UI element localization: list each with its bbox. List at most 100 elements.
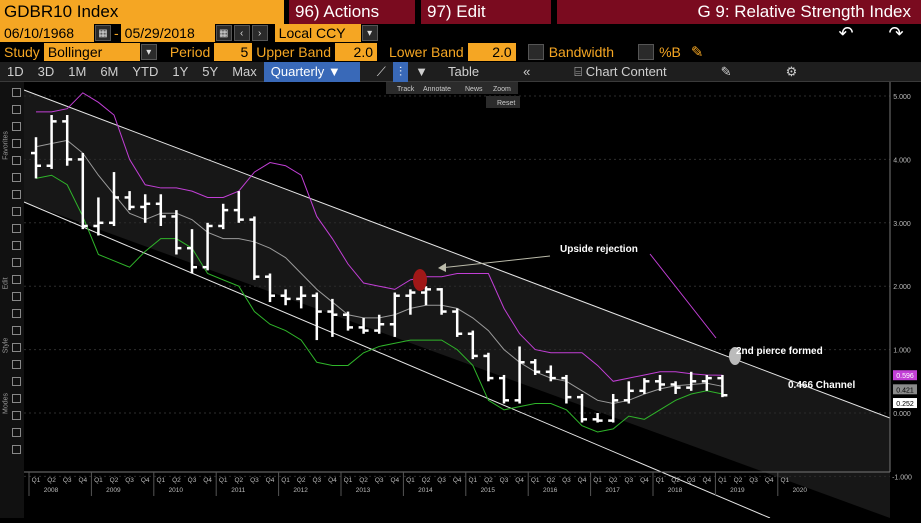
ticker-field[interactable]: GDBR10 Index — [0, 0, 284, 24]
tab-table[interactable]: Table — [447, 63, 480, 79]
tool-icon[interactable] — [12, 88, 21, 97]
price-bar — [514, 346, 525, 404]
price-bar — [561, 374, 572, 404]
x-tick-label: Q1 — [406, 477, 415, 484]
x-tick-label: Q1 — [156, 477, 165, 484]
pencil-icon[interactable]: ✎ — [690, 44, 704, 61]
tool-icon[interactable] — [12, 173, 21, 182]
tool-icon[interactable] — [12, 241, 21, 250]
tool-icon[interactable] — [12, 309, 21, 318]
tool-icon[interactable] — [12, 377, 21, 386]
x-tick-label: Q3 — [687, 477, 696, 484]
side-label: Modes — [2, 393, 10, 415]
tool-icon[interactable] — [12, 428, 21, 437]
tab-6m[interactable]: 6M — [100, 63, 119, 79]
tab-5y[interactable]: 5Y — [202, 63, 219, 79]
x-tick-label: Q1 — [531, 477, 540, 484]
tab-1y[interactable]: 1Y — [172, 63, 189, 79]
mini-toolbar-item: News — [465, 86, 483, 93]
x-tick-label: Q1 — [219, 477, 228, 484]
tool-icon[interactable] — [12, 224, 21, 233]
tool-icon[interactable] — [12, 156, 21, 165]
tool-icon[interactable] — [12, 411, 21, 420]
x-year-label: 2010 — [169, 487, 184, 494]
x-year-label: 2013 — [356, 487, 371, 494]
tool-icon[interactable] — [12, 207, 21, 216]
tool-icon[interactable] — [12, 275, 21, 284]
price-bar — [530, 359, 541, 375]
calendar-icon[interactable]: ▦ — [215, 25, 232, 41]
price-bar — [46, 115, 57, 169]
price-bar — [202, 222, 213, 271]
tab-1m[interactable]: 1M — [68, 63, 87, 79]
line-chart-icon[interactable]: ⟋ — [376, 63, 386, 79]
x-tick-label: Q3 — [500, 477, 509, 484]
x-tick-label: Q2 — [110, 477, 119, 484]
chart-type-dropdown-icon[interactable]: ▼ — [415, 63, 428, 79]
x-tick-label: Q3 — [312, 477, 321, 484]
tab-3d[interactable]: 3D — [37, 63, 55, 79]
side-label: Edit — [2, 277, 10, 290]
undo-icon[interactable]: ↶ — [838, 22, 854, 43]
bar-chart-icon[interactable]: ⫶ — [392, 61, 409, 82]
chart-content-button[interactable]: ⌸ Chart Content — [574, 63, 667, 79]
frequency-select[interactable]: Quarterly ▼ — [263, 61, 360, 82]
chart-area[interactable]: 5.000 4.000 3.000 2.000 1.000 0.000 -1.000 0.59… — [0, 82, 921, 519]
currency-select[interactable]: Local CCY — [274, 24, 361, 42]
lower-band-input[interactable]: 2.0 — [467, 43, 516, 61]
x-tick-label: Q2 — [47, 477, 56, 484]
tool-icon[interactable] — [12, 360, 21, 369]
last-value-badge — [893, 370, 917, 381]
x-tick-label: Q1 — [281, 477, 290, 484]
study-select[interactable]: Bollinger — [43, 43, 140, 61]
tab-1d[interactable]: 1D — [7, 63, 24, 79]
tool-icon[interactable] — [12, 292, 21, 301]
x-tick-label: Q3 — [562, 477, 571, 484]
price-bar — [717, 374, 728, 398]
actions-menu[interactable]: 96) Actions — [289, 0, 415, 24]
x-tick-label: Q2 — [546, 477, 555, 484]
side-label: Style — [2, 337, 10, 354]
chevron-right-icon[interactable]: › — [251, 25, 268, 41]
annotations: Upside rejection 2nd pierce formed 0.466 C… — [413, 244, 855, 391]
pctb-checkbox[interactable] — [638, 44, 655, 60]
tab-ytd[interactable]: YTD — [132, 63, 159, 79]
x-tick-label: Q3 — [624, 477, 633, 484]
edit-icon[interactable]: ✎ — [720, 63, 732, 79]
price-bar — [218, 203, 229, 230]
tool-icon[interactable] — [12, 105, 21, 114]
gear-icon[interactable]: ⚙ — [785, 63, 798, 79]
start-date-input[interactable]: 06/10/1968 — [0, 24, 94, 42]
tool-icon[interactable] — [12, 343, 21, 352]
redo-icon[interactable]: ↷ — [888, 22, 904, 43]
reset-button[interactable]: Reset — [497, 100, 515, 107]
end-date-input[interactable]: 05/29/2018 — [120, 24, 215, 42]
chevron-left-icon[interactable]: ‹ — [233, 25, 250, 41]
tool-icon[interactable] — [12, 258, 21, 267]
tool-icon[interactable] — [12, 394, 21, 403]
collapse-icon[interactable]: « — [523, 63, 531, 79]
price-bar — [311, 292, 322, 341]
tool-icon[interactable] — [12, 190, 21, 199]
tool-icon[interactable] — [12, 139, 21, 148]
period-input[interactable]: 5 — [214, 43, 253, 61]
x-tick-label: Q2 — [734, 477, 743, 484]
x-tick-label: Q2 — [172, 477, 181, 484]
x-tick-label: Q3 — [437, 477, 446, 484]
bandwidth-checkbox[interactable] — [527, 44, 544, 60]
chart-canvas[interactable]: 5.000 4.000 3.000 2.000 1.000 0.000 -1.000 0.59… — [0, 82, 921, 519]
x-tick-label: Q3 — [749, 477, 758, 484]
price-bar — [124, 191, 135, 211]
upper-band-input[interactable]: 2.0 — [335, 43, 377, 61]
dropdown-icon[interactable]: ▾ — [361, 25, 378, 41]
dropdown-icon[interactable]: ▾ — [140, 44, 157, 60]
y-tick-label: 4.000 — [893, 157, 911, 164]
tool-icon[interactable] — [12, 122, 21, 131]
tool-icon[interactable] — [12, 445, 21, 454]
calendar-icon[interactable]: ▦ — [95, 25, 111, 41]
x-year-label: 2017 — [605, 487, 620, 494]
tool-icon[interactable] — [12, 326, 21, 335]
tabs-bar: 1D 3D 1M 6M YTD 1Y 5Y Max Quarterly ▼ ⟋ … — [0, 61, 921, 82]
edit-menu[interactable]: 97) Edit — [421, 0, 551, 24]
tab-max[interactable]: Max — [232, 63, 257, 79]
